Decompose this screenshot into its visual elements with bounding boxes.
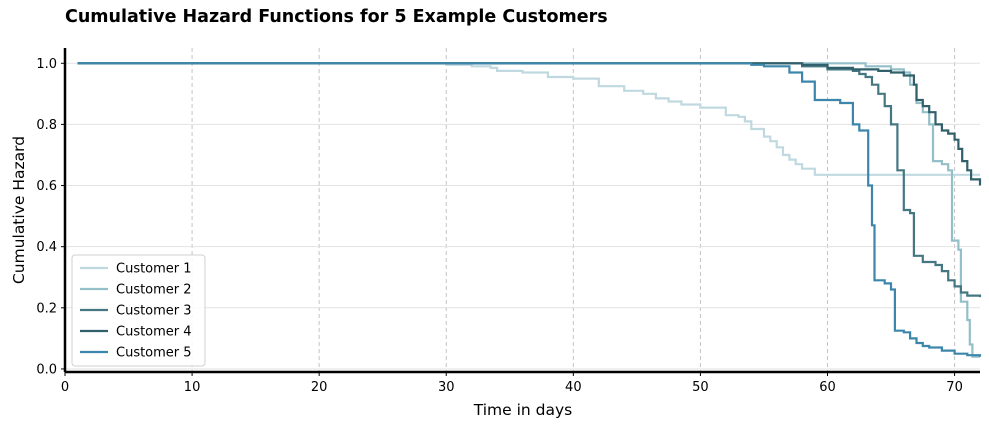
x-axis-title: Time in days <box>473 401 573 419</box>
x-tick-label: 0 <box>61 380 69 395</box>
legend-box <box>71 254 206 367</box>
x-tick-label: 40 <box>565 380 582 395</box>
x-tick-label: 20 <box>311 380 328 395</box>
y-tick-label: 0.6 <box>36 179 57 194</box>
legend-label: Customer 4 <box>116 325 192 340</box>
y-tick-label: 0.8 <box>36 118 57 133</box>
series-line-customer-4 <box>77 62 982 186</box>
ticks: 0 10 20 30 40 50 60 70 0.0 0.2 0.4 0.6 0.8 1.0 <box>36 57 963 395</box>
x-tick-label: 60 <box>819 380 836 395</box>
legend-label: Customer 5 <box>116 346 192 361</box>
chart-title: Cumulative Hazard Functions for 5 Exampl… <box>65 7 608 27</box>
series-line-customer-5 <box>77 62 982 357</box>
y-tick-label: 1.0 <box>36 57 57 72</box>
legend-label: Customer 3 <box>116 304 192 319</box>
x-tick-label: 50 <box>692 380 709 395</box>
x-tick-label: 70 <box>946 380 963 395</box>
series-line-customer-3 <box>77 62 982 298</box>
legend-label: Customer 2 <box>116 283 192 298</box>
series-line-customer-1 <box>77 62 980 176</box>
y-tick-label: 0.4 <box>36 240 57 255</box>
legend: Customer 1 Customer 2 Customer 3 Customer 4… <box>71 254 206 367</box>
series-lines <box>77 62 982 358</box>
y-tick-label: 0.2 <box>36 301 57 316</box>
x-tick-label: 10 <box>184 380 201 395</box>
y-tick-label: 0.0 <box>36 362 57 377</box>
y-axis-title: Cumulative Hazard <box>10 136 28 284</box>
legend-label: Customer 1 <box>116 262 192 277</box>
x-tick-label: 30 <box>438 380 455 395</box>
series-line-customer-2 <box>77 62 980 358</box>
